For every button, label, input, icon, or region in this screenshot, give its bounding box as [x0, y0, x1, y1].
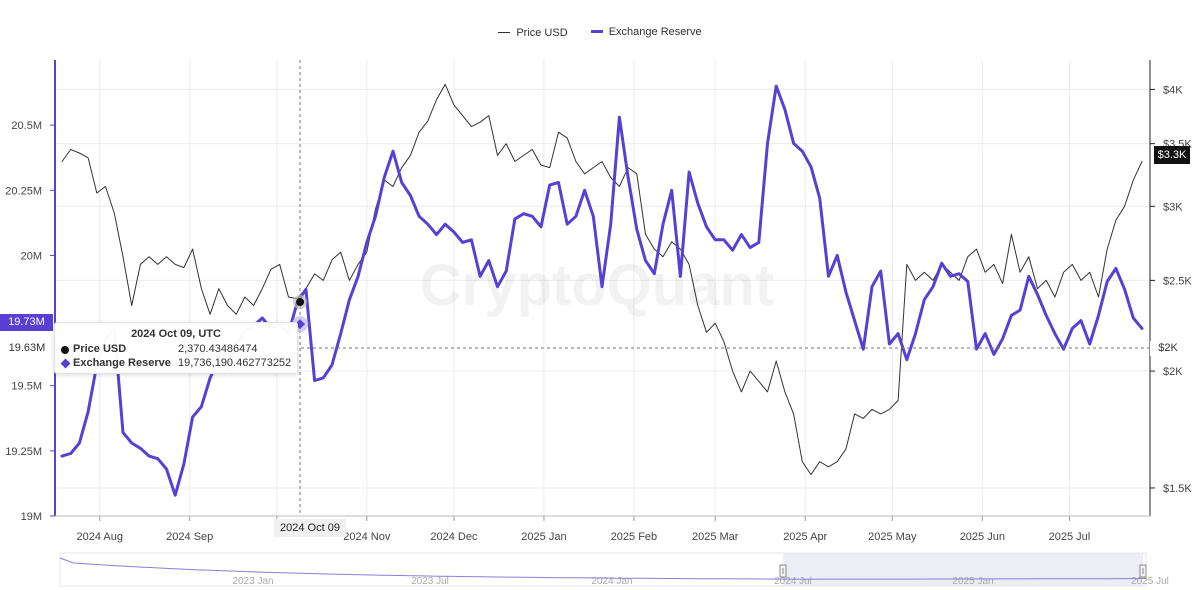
x-tick-label: 2024 Aug	[76, 531, 123, 543]
left-tick-label: 19M	[21, 511, 42, 523]
tooltip: 2024 Oct 09, UTC Price USD 2,370.4348647…	[54, 322, 298, 374]
price-marker	[296, 298, 305, 307]
watermark-text: CryptoQuant	[420, 253, 774, 318]
x-tick-label: 2025 Apr	[783, 531, 827, 543]
tooltip-row-reserve: Exchange Reserve 19,736,190.462773252	[60, 357, 293, 371]
left-tick-label: 19.5M	[11, 381, 42, 393]
navigator-tick-label: 2025 Jul	[1131, 576, 1169, 587]
legend-price-label: Price USD	[516, 26, 568, 39]
crosshair-date-label: 2024 Oct 09	[274, 519, 346, 537]
right-tick-label: $2.5K	[1163, 275, 1192, 287]
tooltip-price-label: Price USD	[73, 343, 127, 355]
left-tick-label: 20.5M	[11, 120, 42, 132]
series-line-price	[61, 83, 1143, 476]
x-tick-label: 2025 May	[868, 531, 917, 543]
circle-icon	[61, 346, 69, 354]
navigator-tick-label: 2024 Jan	[591, 576, 632, 587]
navigator-tick-label: 2023 Jul	[411, 576, 449, 587]
navigator[interactable]: 2023 Jan 2023 Jul 2024 Jan 2024 Jul 2025 Jan…	[59, 552, 1169, 587]
right-axis-cursor-label: $2K	[1150, 341, 1186, 356]
diamond-icon	[60, 358, 71, 369]
legend-item-reserve[interactable]: Exchange Reserve	[590, 25, 702, 38]
x-tick-label: 2025 Jan	[521, 531, 566, 543]
navigator-tick-label: 2024 Jul	[774, 576, 812, 587]
navigator-selection	[783, 553, 1143, 586]
axes-layer: 2024 Aug 2024 Sep 2024 Nov 2024 Dec 2025 Jan…	[5, 60, 1192, 543]
legend-reserve-label: Exchange Reserve	[608, 25, 702, 38]
x-tick-label: 2025 Jun	[960, 531, 1005, 543]
right-tick-label: $1.5K	[1163, 483, 1192, 495]
tooltip-reserve-value: 19,736,190.462773252	[178, 357, 292, 369]
right-tick-label: $4K	[1163, 84, 1183, 96]
left-axis-cursor-label: 19.63M	[6, 341, 48, 356]
tooltip-title: 2024 Oct 09, UTC	[131, 328, 221, 340]
right-tick-label: $2K	[1163, 366, 1183, 378]
x-tick-label: 2024 Dec	[430, 531, 478, 543]
navigator-tick-label: 2025 Jan	[952, 576, 993, 587]
x-tick-label: 2025 Jul	[1049, 531, 1091, 543]
x-tick-label: 2024 Sep	[166, 531, 213, 543]
tooltip-price-value: 2,370.43486474	[178, 343, 258, 355]
left-tick-label: 20.25M	[5, 185, 42, 197]
legend-price-swatch	[498, 32, 511, 33]
legend-reserve-swatch	[590, 30, 603, 33]
left-tick-label: 19.25M	[5, 446, 42, 458]
right-axis-value-badge: $3.3K	[1154, 146, 1190, 164]
navigator-tick-label: 2023 Jan	[232, 576, 273, 587]
navigator-series-line	[59, 557, 1147, 580]
x-tick-label: 2025 Feb	[611, 531, 657, 543]
x-tick-label: 2024 Nov	[343, 531, 391, 543]
legend-item-price[interactable]: Price USD	[498, 26, 568, 39]
tooltip-reserve-label: Exchange Reserve	[73, 357, 171, 369]
grid-layer	[55, 60, 1150, 516]
legend: Price USD Exchange Reserve	[0, 24, 1200, 39]
tooltip-row-price: Price USD 2,370.43486474	[61, 343, 293, 357]
right-tick-label: $3K	[1163, 201, 1183, 213]
x-tick-label: 2025 Mar	[692, 531, 739, 543]
left-axis-value-badge: 19.73M	[0, 314, 53, 331]
left-tick-label: 20M	[21, 250, 42, 262]
